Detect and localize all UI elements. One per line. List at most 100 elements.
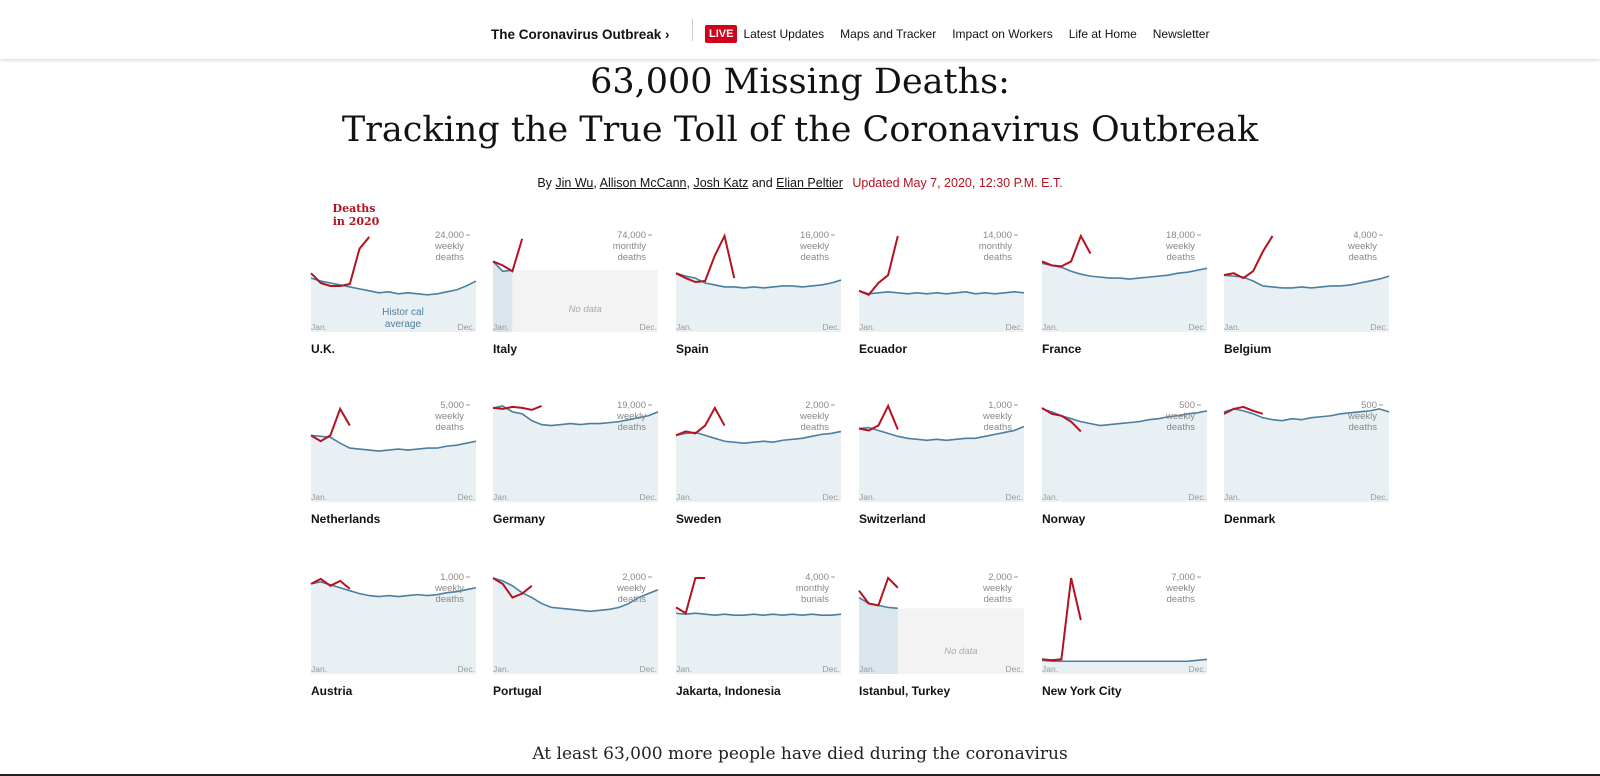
- country-name-label: France: [1042, 342, 1082, 356]
- country-chart-panel: 1,000 weekly deaths Jan. Dec.: [310, 572, 477, 674]
- x-axis-label-end: Dec.: [640, 664, 657, 674]
- x-axis-label-end: Dec.: [1371, 322, 1388, 332]
- scale-label: 1,000: [440, 572, 464, 583]
- scale-label: 2,000: [622, 572, 646, 583]
- historical-area: [859, 597, 898, 674]
- historical-average-line: [492, 577, 659, 613]
- author-link[interactable]: Josh Katz: [693, 176, 749, 190]
- historical-average-line: [492, 260, 513, 273]
- country-chart-panel: 1,000 weekly deaths Jan. Dec.: [858, 400, 1025, 502]
- scale-label: 4,000: [805, 572, 829, 583]
- x-axis-label-start: Jan.: [676, 664, 692, 674]
- historical-average-line: [1041, 408, 1208, 427]
- country-chart-panel: 16,000 weekly deaths Jan. Dec.: [675, 230, 842, 332]
- x-axis-label-end: Dec.: [640, 492, 657, 502]
- x-axis-label-start: Jan.: [859, 664, 875, 674]
- country-chart-panel: 4,000 monthly burials Jan. Dec.: [675, 572, 842, 674]
- nav-link-latest-updates[interactable]: Latest Updates: [743, 27, 825, 41]
- nav-link-newsletter[interactable]: Newsletter: [1152, 27, 1210, 41]
- scale-label: deaths: [1166, 252, 1195, 263]
- live-badge[interactable]: LIVE: [705, 25, 738, 43]
- country-name-label: Denmark: [1224, 512, 1276, 526]
- x-axis-label-end: Dec.: [823, 664, 840, 674]
- historical-area: [1042, 263, 1207, 332]
- x-axis-label-end: Dec.: [458, 492, 475, 502]
- nav-link-impact-workers[interactable]: Impact on Workers: [952, 27, 1053, 41]
- x-axis-label-start: Jan.: [1042, 664, 1058, 674]
- deaths-2020-line: [858, 235, 899, 296]
- author-link[interactable]: Jin Wu: [555, 176, 594, 190]
- country-name-label: New York City: [1042, 684, 1122, 698]
- scale-label: 5,000: [440, 400, 464, 411]
- country-name-label: Austria: [311, 684, 353, 698]
- scale-label: deaths: [617, 422, 646, 433]
- historical-average-line: [1041, 262, 1208, 280]
- scale-label: weekly: [982, 583, 1012, 594]
- country-chart-panel: 7,000 weekly deaths Jan. Dec.: [1041, 572, 1208, 674]
- historical-average-line: [1223, 408, 1390, 422]
- x-axis-label-start: Jan.: [1042, 492, 1058, 502]
- scale-label: deaths: [983, 252, 1012, 263]
- deaths-2020-line: [1041, 233, 1092, 268]
- x-axis-label-end: Dec.: [458, 664, 475, 674]
- author-link[interactable]: Elian Peltier: [776, 176, 843, 190]
- scale-label: deaths: [1348, 252, 1377, 263]
- historical-area: [676, 431, 841, 502]
- country-name-label: Spain: [676, 342, 709, 356]
- historical-average-line: [675, 612, 842, 617]
- nav-link-maps-tracker[interactable]: Maps and Tracker: [840, 27, 937, 41]
- country-chart-panel: 5,000 weekly deaths Jan. Dec.: [310, 400, 477, 502]
- country-name-label: U.K.: [311, 342, 335, 356]
- no-data-region: [897, 608, 1024, 674]
- x-axis-label-start: Jan.: [676, 322, 692, 332]
- historical-area: [311, 278, 476, 332]
- deaths-2020-line: [1041, 577, 1082, 662]
- country-chart-panel: 18,000 weekly deaths Jan. Dec.: [1041, 230, 1208, 332]
- deaths-2020-line: [310, 406, 351, 443]
- scale-label: weekly: [1165, 411, 1195, 422]
- historical-average-line: [1223, 274, 1390, 289]
- nav-links: LIVE Latest Updates Maps and Tracker Imp…: [705, 24, 1225, 44]
- scale-label: monthly: [979, 241, 1013, 252]
- x-axis-label-start: Jan.: [1224, 492, 1240, 502]
- deaths-2020-line: [858, 576, 899, 607]
- deaths-2020-line: [310, 577, 351, 590]
- country-name-label: Switzerland: [859, 512, 926, 526]
- deaths-2020-line: [492, 577, 533, 599]
- scale-label: weekly: [1165, 583, 1195, 594]
- scale-label: 2,000: [988, 572, 1012, 583]
- deaths-2020-line: [1041, 407, 1082, 433]
- country-name-label: Belgium: [1224, 342, 1272, 356]
- section-title-link[interactable]: The Coronavirus Outbreak ›: [491, 26, 670, 42]
- country-chart-panel: 24,000 weekly deaths Jan. Dec. Deaths in 2020 H…: [310, 202, 477, 332]
- historical-average-line: [675, 430, 842, 445]
- historical-area: [493, 261, 513, 332]
- scale-label: 14,000: [983, 230, 1012, 241]
- scale-label: deaths: [435, 594, 464, 605]
- no-data-region: [512, 270, 658, 332]
- historical-area: [859, 290, 1024, 332]
- headline-line-1: 63,000 Missing Deaths:: [590, 62, 1010, 102]
- x-axis-label-start: Jan.: [859, 322, 875, 332]
- historical-average-line: [492, 405, 659, 427]
- scale-label: deaths: [435, 422, 464, 433]
- x-axis-label-start: Jan.: [311, 322, 327, 332]
- x-axis-label-end: Dec.: [1189, 492, 1206, 502]
- scale-label: deaths: [617, 594, 646, 605]
- byline-by: By: [537, 176, 552, 190]
- scale-label: weekly: [982, 411, 1012, 422]
- intro-paragraph: At least 63,000 more people have died du…: [532, 744, 1068, 764]
- scale-label: weekly: [434, 411, 464, 422]
- nav-divider: [692, 19, 693, 41]
- author-link[interactable]: Allison McCann: [599, 176, 687, 190]
- country-name-label: Jakarta, Indonesia: [676, 684, 781, 698]
- nav-link-life-at-home[interactable]: Life at Home: [1068, 27, 1137, 41]
- x-axis-label-end: Dec.: [823, 492, 840, 502]
